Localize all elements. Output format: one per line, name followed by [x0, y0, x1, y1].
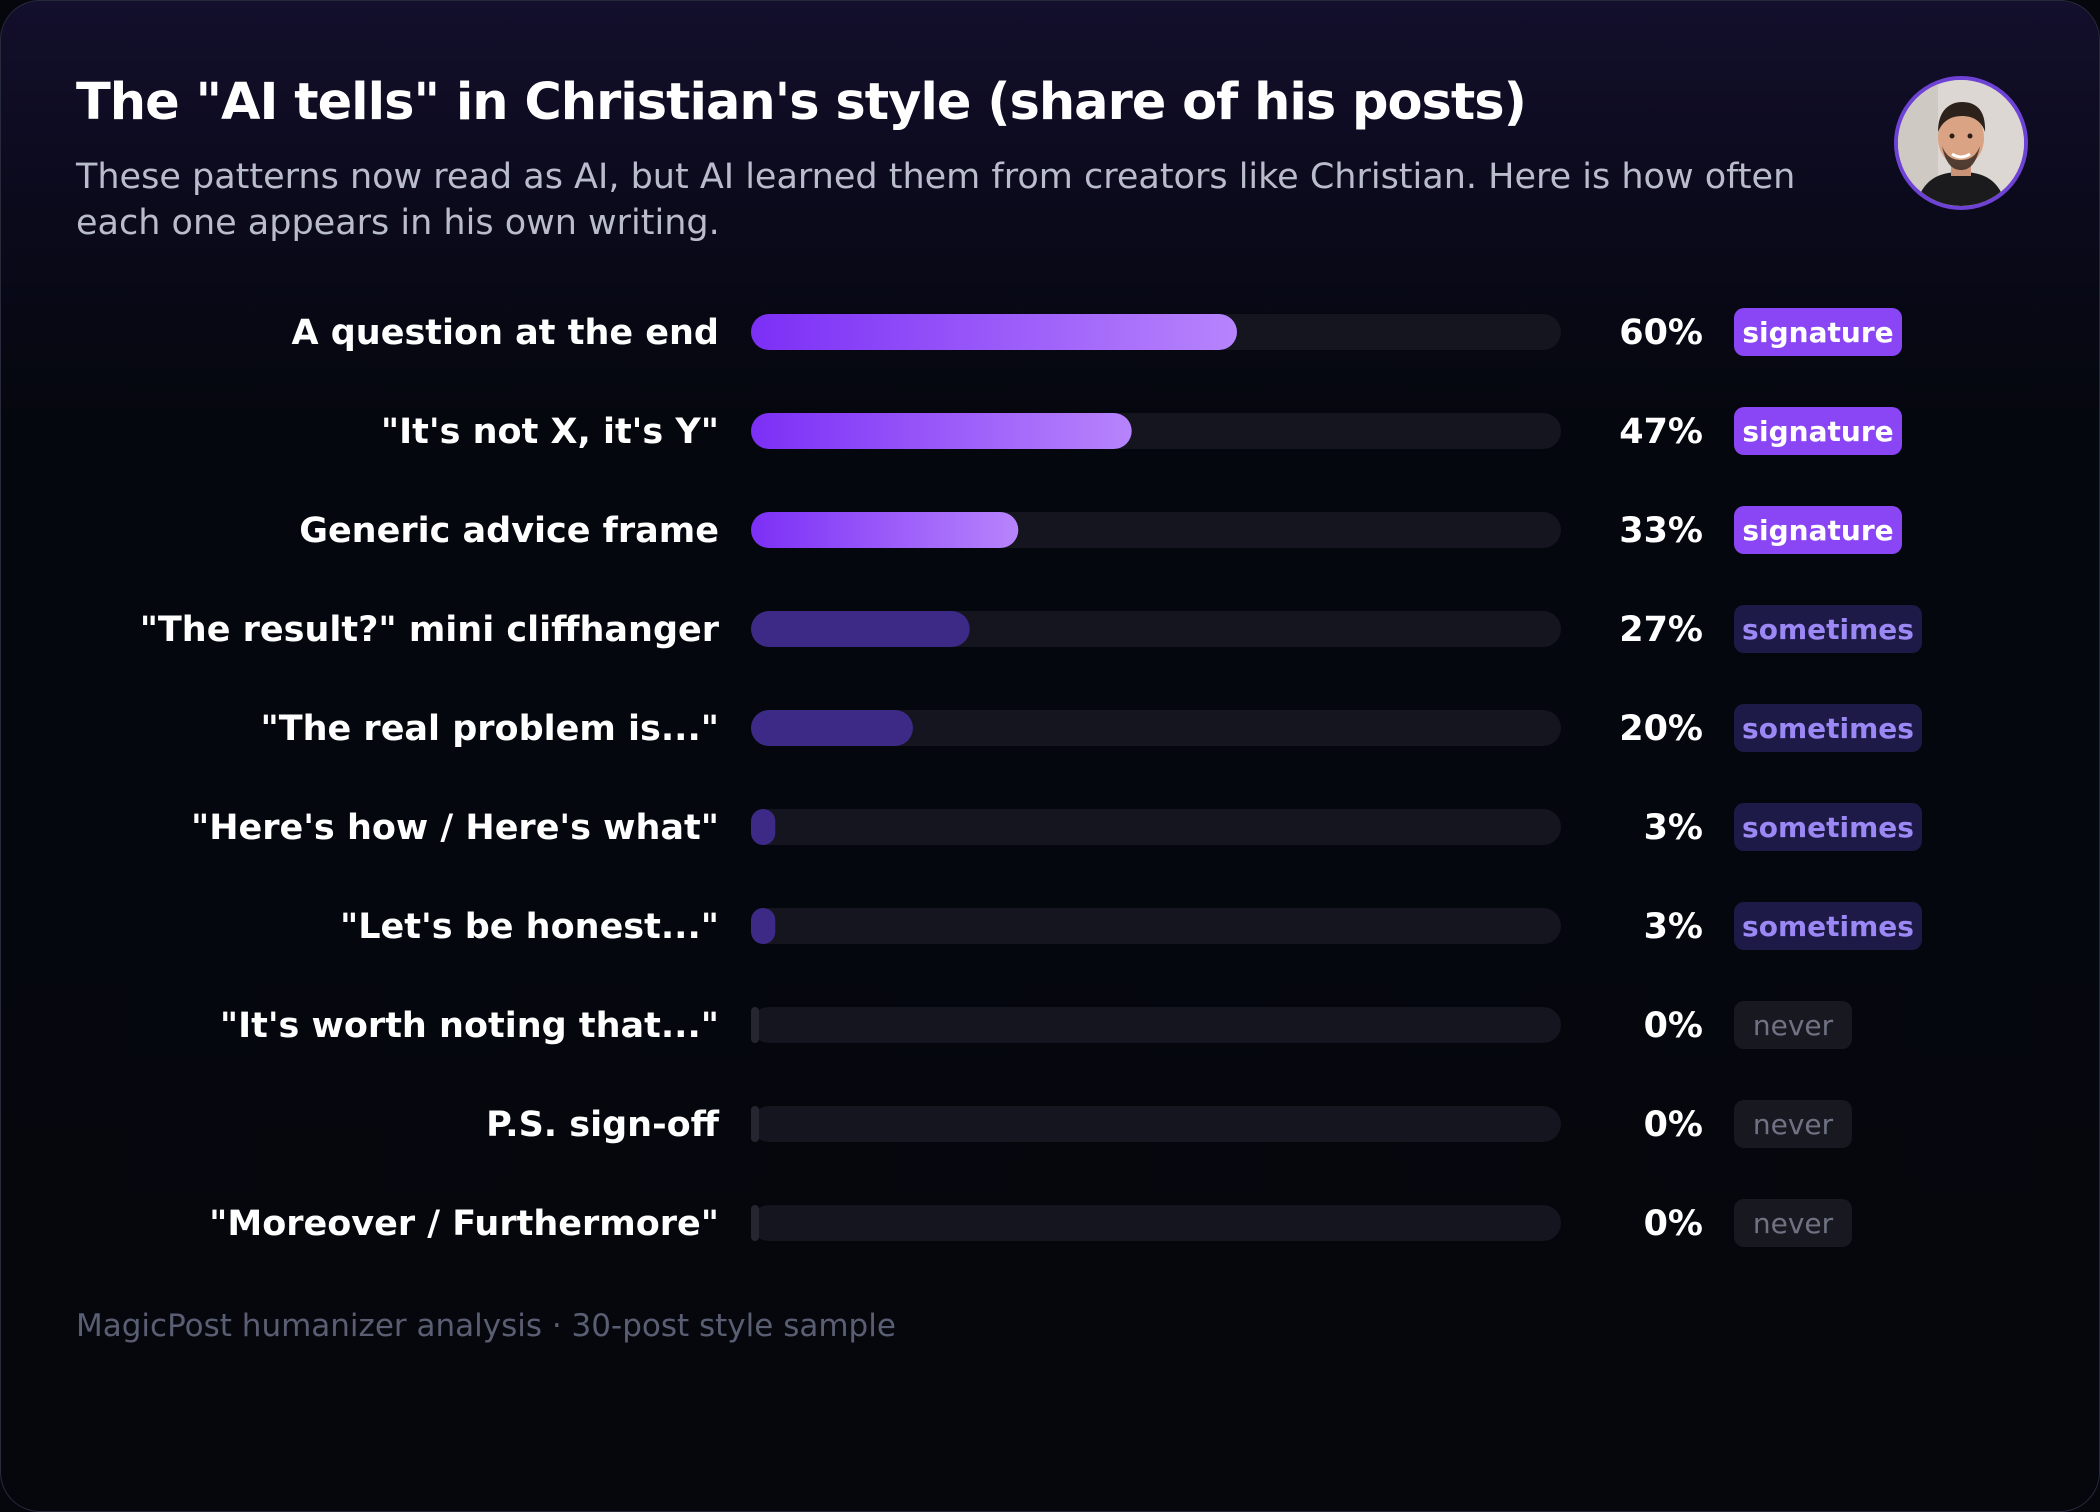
status-badge: [1734, 1001, 1852, 1049]
value-label: 0%: [1644, 1204, 1703, 1244]
category-label: "It's worth noting that...": [220, 1006, 719, 1046]
category-label: "Let's be honest...": [340, 907, 719, 947]
bar: [751, 1205, 759, 1241]
bar: [751, 314, 1237, 350]
person-portrait-icon: [1894, 76, 2028, 210]
status-badge: [1734, 902, 1922, 950]
status-badge: [1734, 1199, 1852, 1247]
chart-subtitle: These patterns now read as AI, but AI le…: [76, 157, 1796, 243]
status-badge: [1734, 308, 1902, 356]
status-badge-label: never: [1753, 1009, 1834, 1042]
status-badge-label: signature: [1742, 316, 1893, 349]
bar-track: [751, 809, 1561, 845]
value-label: 3%: [1644, 907, 1703, 947]
value-label: 47%: [1619, 412, 1703, 452]
status-badge-label: sometimes: [1742, 712, 1914, 745]
status-badge-label: signature: [1742, 514, 1893, 547]
bar-track: [751, 908, 1561, 944]
value-label: 20%: [1619, 709, 1703, 749]
category-label: P.S. sign-off: [486, 1105, 720, 1145]
status-badge: [1734, 407, 1902, 455]
bar: [751, 611, 970, 647]
status-badge: [1734, 605, 1922, 653]
status-badge: [1734, 704, 1922, 752]
status-badge-label: sometimes: [1742, 811, 1914, 844]
status-badge-label: sometimes: [1742, 613, 1914, 646]
category-label: "Here's how / Here's what": [191, 808, 719, 848]
bar-track: [751, 1007, 1561, 1043]
value-label: 0%: [1644, 1006, 1703, 1046]
value-label: 33%: [1619, 511, 1703, 551]
category-label: "It's not X, it's Y": [381, 412, 719, 452]
bar: [751, 908, 776, 944]
bar: [751, 413, 1132, 449]
bar-track: [751, 1106, 1561, 1142]
value-label: 0%: [1644, 1105, 1703, 1145]
chart-title: The "AI tells" in Christian's style (sha…: [76, 73, 1527, 132]
bar-track: [751, 710, 1561, 746]
status-badge-label: never: [1753, 1108, 1834, 1141]
category-label: "The real problem is...": [260, 709, 719, 749]
status-badge-label: never: [1753, 1207, 1834, 1240]
bar: [751, 710, 913, 746]
status-badge: [1734, 803, 1922, 851]
bar: [751, 1007, 759, 1043]
bar-track: [751, 1205, 1561, 1241]
category-label: A question at the end: [291, 313, 719, 353]
value-label: 60%: [1619, 313, 1703, 353]
bar: [751, 1106, 759, 1142]
status-badge: [1734, 506, 1902, 554]
value-label: 27%: [1619, 610, 1703, 650]
bar: [751, 512, 1019, 548]
status-badge: [1734, 1100, 1852, 1148]
category-label: "Moreover / Furthermore": [209, 1204, 719, 1244]
footer-note: MagicPost humanizer analysis · 30-post s…: [76, 1308, 896, 1344]
value-label: 3%: [1644, 808, 1703, 848]
category-label: "The result?" mini cliffhanger: [140, 610, 720, 650]
bar: [751, 809, 776, 845]
status-badge-label: signature: [1742, 415, 1893, 448]
category-label: Generic advice frame: [299, 511, 719, 551]
status-badge-label: sometimes: [1742, 910, 1914, 943]
